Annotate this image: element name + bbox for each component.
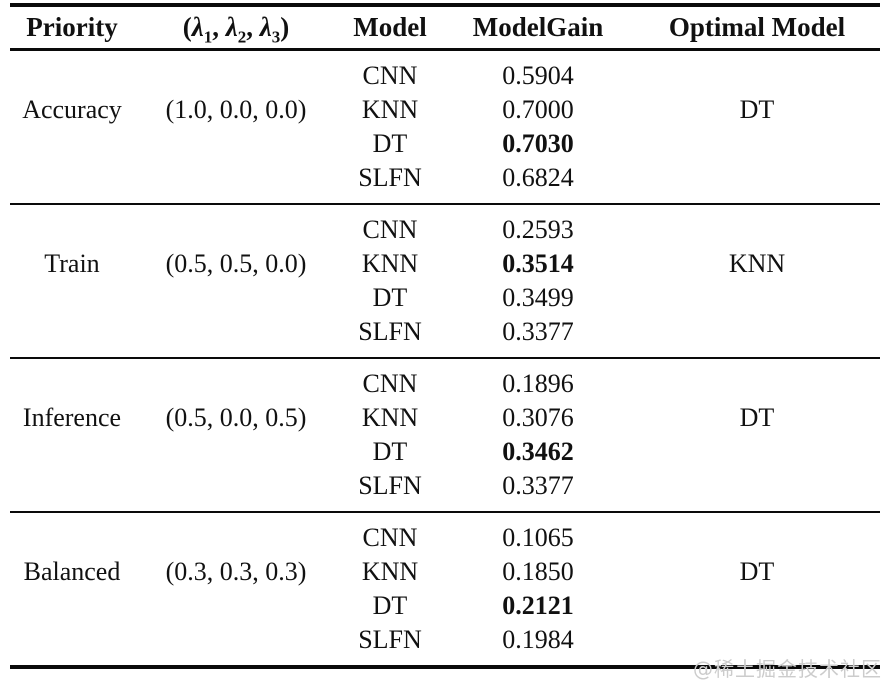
table-row: Train (0.5, 0.5, 0.0) CNN 0.2593 KNN <box>10 204 880 278</box>
table-row: SLFN 0.3377 <box>10 469 880 512</box>
watermark: @稀土掘金技术社区 <box>693 657 882 681</box>
model-cell: SLFN <box>358 316 422 346</box>
model-cell: SLFN <box>358 624 422 654</box>
model-cell: DT <box>372 590 408 620</box>
priority-cell: Balanced <box>23 556 121 586</box>
gain-cell: 0.5904 <box>502 60 574 90</box>
table-row: KNN 0.3076 <box>10 401 880 435</box>
priority-cell: Inference <box>22 402 122 432</box>
table-row: DT 0.2121 <box>10 589 880 623</box>
optimal-model-cell: DT <box>739 94 775 124</box>
model-cell: SLFN <box>358 470 422 500</box>
gain-cell: 0.7030 <box>502 128 574 158</box>
gain-cell: 0.7000 <box>502 94 574 124</box>
gain-cell: 0.1984 <box>502 624 574 654</box>
model-cell: CNN <box>362 60 418 90</box>
gain-cell: 0.1896 <box>502 368 574 398</box>
lambda-cell: (0.3, 0.3, 0.3) <box>165 556 307 586</box>
results-table: Priority (λ1, λ2, λ3) Model ModelGain Op… <box>10 3 880 669</box>
table-row: KNN 0.7000 <box>10 93 880 127</box>
lambda-cell: (1.0, 0.0, 0.0) <box>165 94 307 124</box>
model-cell: CNN <box>362 522 418 552</box>
table-row: Balanced (0.3, 0.3, 0.3) CNN 0.1065 DT <box>10 512 880 586</box>
col-header-lambda: (λ1, λ2, λ3) <box>134 5 338 51</box>
lambda-cell: (0.5, 0.0, 0.5) <box>165 402 307 432</box>
gain-cell: 0.6824 <box>502 162 574 192</box>
gain-cell: 0.3514 <box>502 248 574 278</box>
model-cell: KNN <box>361 402 419 432</box>
table-row: KNN 0.1850 <box>10 555 880 589</box>
gain-cell: 0.1850 <box>502 556 574 586</box>
priority-cell: Train <box>44 248 100 278</box>
group-balanced: Balanced (0.3, 0.3, 0.3) CNN 0.1065 DT K… <box>10 512 880 667</box>
table-row: SLFN 0.3377 <box>10 315 880 358</box>
model-cell: CNN <box>362 214 418 244</box>
priority-cell: Accuracy <box>22 94 122 124</box>
optimal-model-cell: DT <box>739 402 775 432</box>
table-row: DT 0.3499 <box>10 281 880 315</box>
group-accuracy: Accuracy (1.0, 0.0, 0.0) CNN 0.5904 DT K… <box>10 49 880 204</box>
col-header-model: Model <box>338 5 442 51</box>
header-row: Priority (λ1, λ2, λ3) Model ModelGain Op… <box>10 5 880 51</box>
model-cell: KNN <box>361 94 419 124</box>
gain-cell: 0.3462 <box>502 436 574 466</box>
table-row: DT 0.7030 <box>10 127 880 161</box>
model-cell: CNN <box>362 368 418 398</box>
table-row: Accuracy (1.0, 0.0, 0.0) CNN 0.5904 DT <box>10 49 880 124</box>
col-header-priority: Priority <box>10 5 134 51</box>
optimal-model-cell: KNN <box>728 248 786 278</box>
gain-cell: 0.3377 <box>502 470 574 500</box>
model-cell: KNN <box>361 556 419 586</box>
model-cell: DT <box>372 436 408 466</box>
table-row: Inference (0.5, 0.0, 0.5) CNN 0.1896 DT <box>10 358 880 432</box>
table-header: Priority (λ1, λ2, λ3) Model ModelGain Op… <box>10 5 880 51</box>
gain-cell: 0.3377 <box>502 316 574 346</box>
model-cell: SLFN <box>358 162 422 192</box>
gain-cell: 0.2121 <box>502 590 574 620</box>
table-row: SLFN 0.6824 <box>10 161 880 204</box>
gain-cell: 0.2593 <box>502 214 574 244</box>
gain-cell: 0.3499 <box>502 282 574 312</box>
model-cell: DT <box>372 128 408 158</box>
group-train: Train (0.5, 0.5, 0.0) CNN 0.2593 KNN KNN… <box>10 204 880 358</box>
col-header-optimal-model: Optimal Model <box>634 5 880 51</box>
col-header-modelgain: ModelGain <box>442 5 634 51</box>
model-cell: DT <box>372 282 408 312</box>
optimal-model-cell: DT <box>739 556 775 586</box>
model-cell: KNN <box>361 248 419 278</box>
lambda-cell: (0.5, 0.5, 0.0) <box>165 248 307 278</box>
gain-cell: 0.3076 <box>502 402 574 432</box>
gain-cell: 0.1065 <box>502 522 574 552</box>
group-inference: Inference (0.5, 0.0, 0.5) CNN 0.1896 DT … <box>10 358 880 512</box>
table-row: KNN 0.3514 <box>10 247 880 281</box>
table-row: DT 0.3462 <box>10 435 880 469</box>
table-row: SLFN 0.1984 <box>10 623 880 667</box>
